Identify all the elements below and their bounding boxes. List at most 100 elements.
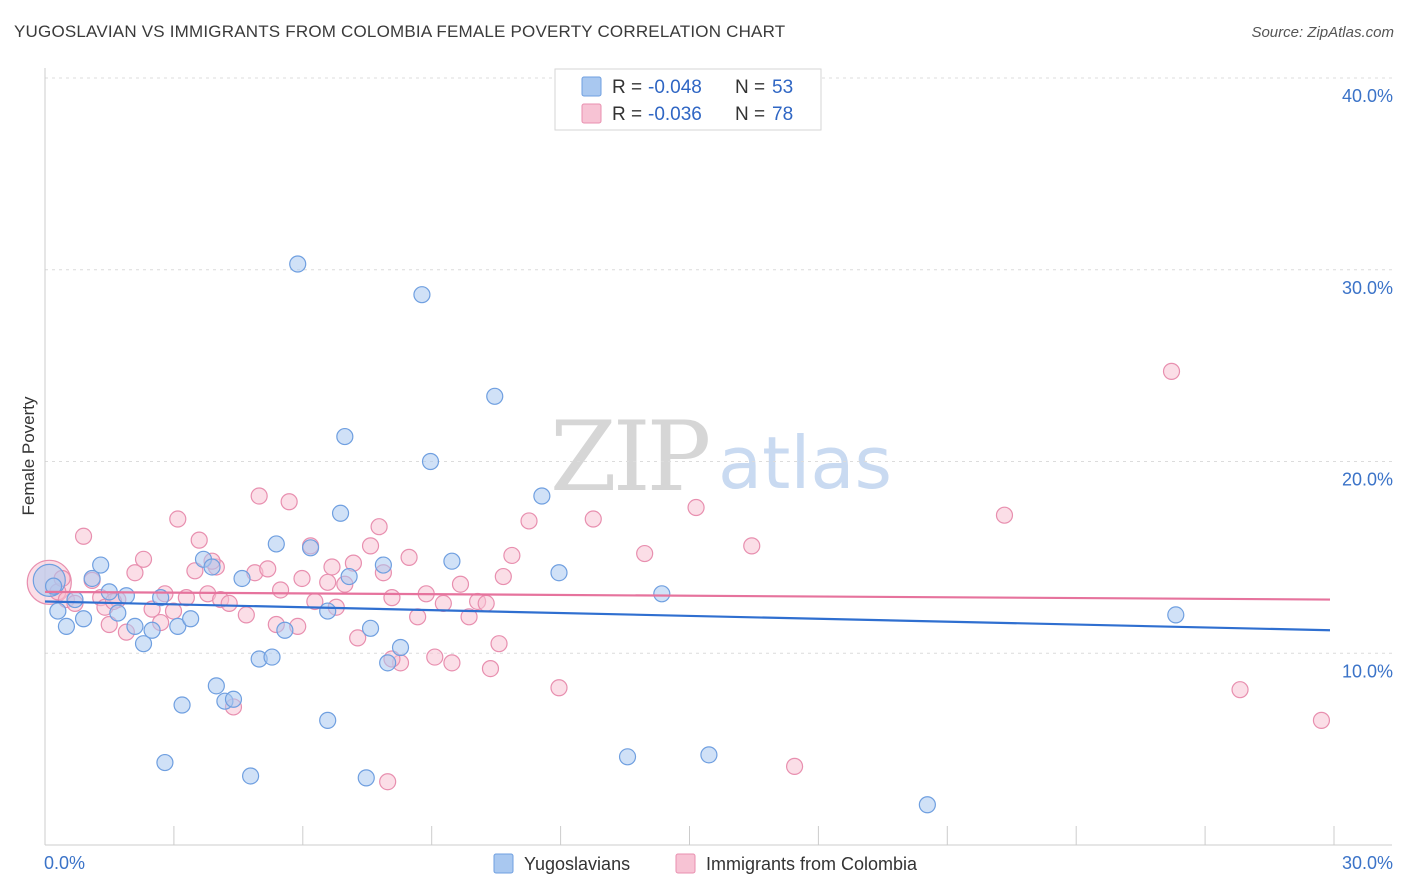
yugoslavian-point	[276, 621, 294, 639]
yugoslavian-point	[653, 585, 671, 603]
colombia-point	[1162, 362, 1181, 380]
legend-swatch-colombia	[581, 103, 602, 124]
colombia-point	[361, 537, 380, 555]
yugoslavian-point	[49, 602, 67, 620]
y-tick-label: 20.0%	[1342, 470, 1393, 490]
colombia-point	[271, 581, 290, 599]
colombia-point	[383, 589, 401, 607]
colombia-point	[451, 575, 470, 593]
colombia-point	[323, 558, 341, 576]
colombia-point	[1231, 681, 1249, 699]
legend-bottom-label-yugoslavians: Yugoslavians	[524, 854, 630, 874]
yugoslavian-point	[319, 711, 337, 729]
yugoslavian-point	[117, 587, 135, 605]
colombia-point	[785, 757, 804, 775]
colombia-point	[126, 564, 144, 582]
yugoslavian-point	[443, 552, 461, 570]
legend-bottom-swatch-yugoslavians	[493, 853, 514, 874]
yugoslavian-point	[182, 610, 200, 628]
yugoslavian-point	[74, 610, 93, 628]
watermark-zip: ZIP	[550, 401, 709, 513]
yugoslavian-point	[156, 753, 174, 772]
colombia-point	[370, 518, 388, 536]
yugoslavian-point	[918, 796, 936, 814]
yugoslavian-point	[391, 638, 410, 657]
yugoslavian-point	[169, 617, 187, 636]
series-yugoslavians-points	[32, 255, 1185, 814]
colombia-point	[460, 608, 478, 626]
yugoslavian-point	[233, 569, 251, 588]
yugoslavian-point	[134, 635, 153, 653]
y-axis-label: Female Poverty	[19, 396, 38, 516]
colombia-point	[1312, 711, 1331, 729]
x-tick-label: 30.0%	[1342, 853, 1393, 873]
yugoslavian-point	[126, 617, 144, 636]
yugoslavian-point	[618, 748, 637, 766]
colombia-point	[520, 512, 538, 530]
yugoslavian-point	[1167, 606, 1185, 624]
colombia-point	[349, 629, 367, 647]
colombia-point	[280, 493, 298, 511]
source-credit: Source: ZipAtlas.com	[1251, 24, 1394, 41]
yugoslavian-point	[143, 621, 161, 639]
colombia-point	[584, 510, 602, 528]
yugoslavian-point	[533, 487, 551, 505]
colombia-point	[250, 487, 268, 505]
legend-n-value: 53	[772, 77, 793, 98]
legend-r-value: -0.048	[648, 77, 702, 98]
yugoslavian-point	[301, 539, 320, 557]
legend-top: R = -0.048 N = 53 R = -0.036 N = 78	[554, 68, 822, 131]
yugoslavian-point	[173, 696, 191, 714]
colombia-point	[400, 548, 418, 566]
y-tick-labels: 10.0% 20.0% 30.0% 40.0%	[1342, 86, 1393, 681]
yugoslavian-point	[331, 504, 350, 522]
legend-n-label: N =	[735, 104, 765, 125]
colombia-point	[477, 594, 495, 612]
yugoslavian-point	[267, 535, 285, 553]
yugoslavian-point	[66, 590, 84, 609]
yugoslavian-point	[242, 767, 260, 785]
x-tick-label: 0.0%	[44, 853, 85, 873]
colombia-point	[494, 567, 512, 586]
yugoslavian-point	[379, 654, 397, 672]
yugoslavian-point	[263, 648, 281, 666]
yugoslavian-point	[207, 677, 225, 695]
gridlines	[45, 77, 1392, 654]
colombia-point	[143, 600, 161, 618]
legend-r-label: R =	[612, 77, 642, 98]
trend-line-colombia	[44, 590, 1331, 601]
colombia-point	[220, 594, 238, 612]
x-tick-labels: 0.0% 30.0%	[44, 853, 1393, 873]
colombia-point	[409, 608, 427, 626]
colombia-point	[319, 573, 337, 591]
yugoslavian-point	[109, 604, 127, 622]
colombia-point	[186, 562, 204, 580]
colombia-point	[503, 546, 521, 565]
colombia-point	[426, 648, 444, 666]
axes	[44, 68, 1392, 846]
legend-bottom-label-colombia: Immigrants from Colombia	[706, 854, 918, 874]
yugoslavian-point	[92, 556, 110, 574]
yugoslavian-point	[83, 569, 101, 588]
yugoslavian-point	[421, 452, 440, 471]
legend-swatch-yugoslavians	[581, 76, 602, 97]
colombia-point	[636, 544, 654, 563]
colombia-point	[293, 569, 311, 588]
yugoslavian-point	[289, 255, 307, 273]
colombia-point	[550, 679, 568, 697]
legend-n-label: N =	[735, 77, 765, 98]
yugoslavian-point	[336, 427, 354, 446]
yugoslavian-point	[224, 690, 243, 708]
trend-lines	[44, 590, 1331, 632]
chart-title: YUGOSLAVIAN VS IMMIGRANTS FROM COLOMBIA …	[14, 22, 786, 41]
legend-n-value: 78	[772, 104, 793, 125]
colombia-point	[190, 531, 208, 549]
y-tick-label: 30.0%	[1342, 278, 1393, 298]
legend-r-value: -0.036	[648, 104, 702, 125]
colombia-point	[434, 594, 452, 612]
yugoslavian-point	[203, 558, 221, 576]
trend-line-yugoslavians	[44, 600, 1331, 632]
yugoslavian-point	[44, 577, 63, 595]
yugoslavian-point	[550, 564, 568, 582]
yugoslavian-point	[361, 619, 380, 637]
